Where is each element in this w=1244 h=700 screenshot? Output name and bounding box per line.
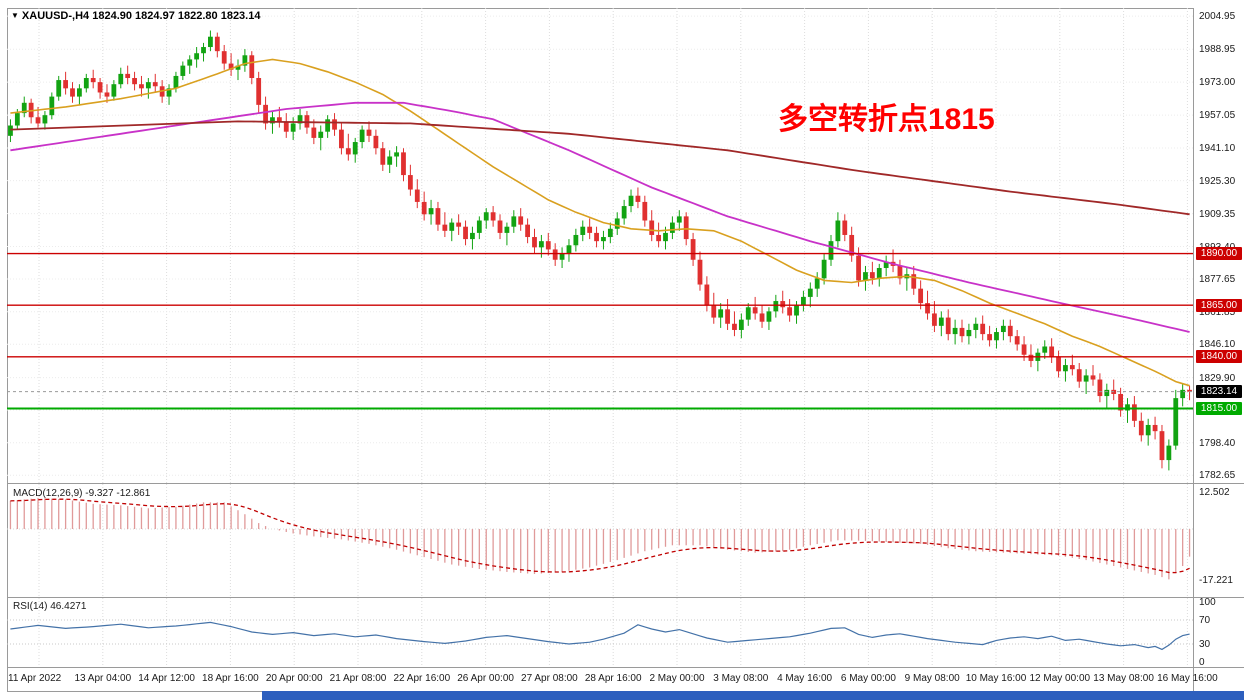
macd-axis: 12.502 -17.221 [1194, 484, 1244, 597]
price-tick-label: 1798.40 [1199, 437, 1236, 449]
chart-annotation[interactable]: 多空转折点1815 [778, 103, 995, 136]
macd-scale-label: 12.502 [1199, 487, 1230, 498]
price-tick-label: 1909.35 [1199, 208, 1236, 220]
rsi-axis: 100 70 30 0 [1194, 597, 1244, 668]
time-tick-label: 18 Apr 16:00 [202, 673, 259, 684]
open-value: 1824.90 [92, 10, 132, 22]
price-tick-label: 1893.40 [1199, 242, 1235, 253]
rsi-scale-label: 0 [1199, 657, 1205, 668]
price-chart-canvas[interactable] [7, 8, 1193, 483]
time-tick-label: 14 Apr 12:00 [138, 673, 195, 684]
price-line-badge: 1865.00 [1196, 298, 1242, 312]
time-tick-label: 9 May 08:00 [904, 673, 960, 684]
rsi-line [10, 621, 1190, 651]
time-tick-label: 13 Apr 04:00 [74, 673, 132, 684]
taskbar-strip[interactable] [262, 691, 1244, 700]
price-line-badge: 1890.00 [1196, 247, 1242, 261]
price-axis-separator [1193, 8, 1194, 691]
high-value: 1824.97 [135, 10, 175, 22]
time-tick-label: 21 Apr 08:00 [329, 673, 387, 684]
time-tick-label: 26 Apr 00:00 [457, 673, 514, 684]
rsi-scale-label: 70 [1199, 615, 1211, 626]
price-line-badge: 1840.00 [1196, 350, 1242, 364]
time-tick-label: 6 May 00:00 [840, 673, 896, 684]
macd-panel-canvas[interactable] [7, 484, 1193, 597]
price-tick-label: 1973.00 [1199, 77, 1236, 89]
time-tick-label: 11 Apr 2022 [8, 673, 62, 684]
price-tick-label: 1829.90 [1199, 372, 1236, 384]
rsi-scale-label: 100 [1199, 597, 1216, 608]
panel-separator[interactable] [7, 483, 1244, 484]
panel-separator[interactable] [7, 597, 1244, 598]
time-tick-label: 3 May 08:00 [713, 673, 769, 684]
chart-ohlc-header: ▼ XAUUSD-,H4 1824.90 1824.97 1822.80 1823… [11, 10, 260, 22]
price-tick-label: 1846.10 [1199, 339, 1236, 351]
symbol-period-label: XAUUSD-,H4 [21, 10, 90, 22]
price-tick-label: 2004.95 [1199, 11, 1236, 23]
time-tick-label: 28 Apr 16:00 [584, 673, 642, 684]
price-tick-label: 1877.65 [1199, 274, 1236, 286]
price-axis[interactable]: 2004.95 1988.95 1973.00 1957.05 1941.10 1925.… [1194, 8, 1244, 483]
time-tick-label: 22 Apr 16:00 [393, 673, 451, 684]
close-value: 1823.14 [220, 10, 261, 22]
ma-mid-magenta [10, 101, 1190, 333]
time-tick-label: 20 Apr 00:00 [265, 673, 323, 684]
time-tick-label: 4 May 16:00 [777, 673, 833, 684]
rsi-indicator-label: RSI(14) 46.4271 [13, 601, 87, 612]
macd-histogram [9, 497, 1191, 580]
ma-slow-darkred [10, 120, 1190, 216]
time-tick-label: 10 May 16:00 [965, 673, 1027, 684]
time-tick-label: 27 Apr 08:00 [521, 673, 578, 684]
price-tick-label: 1861.85 [1199, 306, 1236, 318]
price-line-badge: 1823.14 [1196, 385, 1242, 399]
price-tick-label: 1925.30 [1199, 175, 1236, 187]
rsi-scale-label: 30 [1199, 639, 1211, 650]
time-tick-label: 12 May 00:00 [1029, 673, 1091, 684]
ma-fast-orange [10, 58, 1190, 387]
price-tick-label: 1782.65 [1199, 470, 1236, 482]
macd-signal-line [10, 498, 1190, 574]
time-tick-label: 2 May 00:00 [649, 673, 705, 684]
candlestick-series [8, 30, 1192, 471]
price-tick-label: 1988.95 [1199, 44, 1236, 56]
macd-scale-label: -17.221 [1199, 575, 1233, 586]
price-tick-label: 1957.05 [1199, 110, 1236, 122]
panel-separator[interactable] [7, 667, 1244, 668]
low-value: 1822.80 [177, 10, 218, 22]
time-tick-label: 13 May 08:00 [1093, 673, 1154, 684]
time-tick-label: 16 May 16:00 [1157, 673, 1218, 684]
rsi-panel-canvas[interactable] [7, 598, 1193, 667]
price-tick-label: 1941.10 [1199, 143, 1236, 155]
symbol-menu-icon[interactable]: ▼ [11, 11, 19, 20]
macd-indicator-label: MACD(12,26,9) -9.327 -12.861 [13, 488, 151, 499]
price-line-badge: 1815.00 [1196, 401, 1242, 415]
